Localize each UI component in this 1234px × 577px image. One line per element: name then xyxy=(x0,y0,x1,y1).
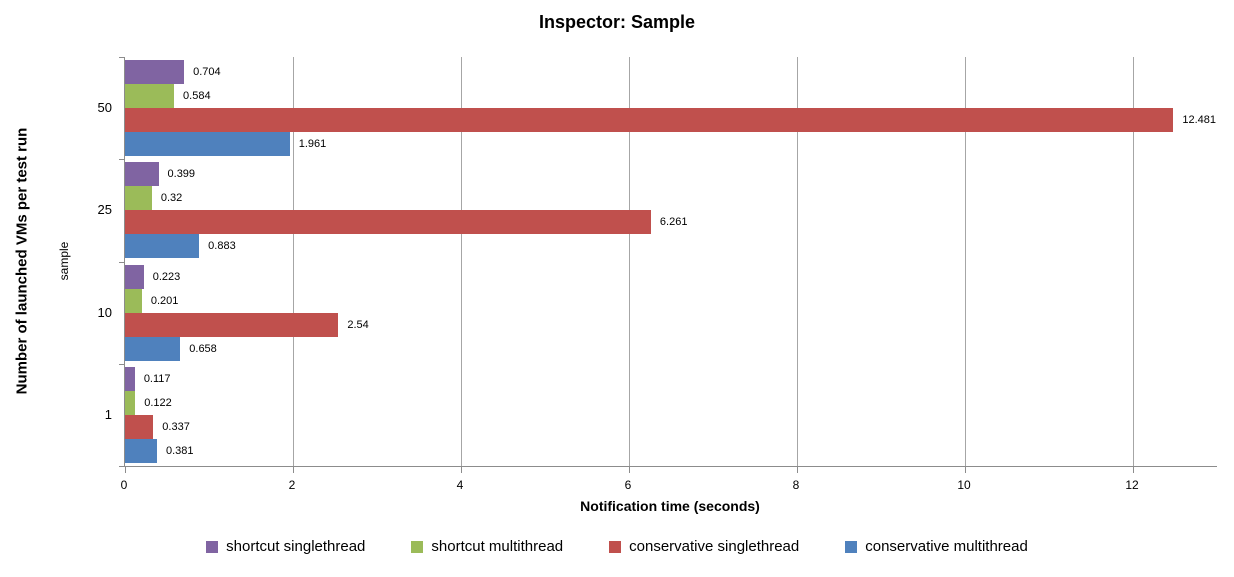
legend-item-conservative-singlethread: conservative singlethread xyxy=(609,538,799,555)
gridline-x-4 xyxy=(461,57,462,466)
bar-shortcut-multithread-25 xyxy=(125,186,152,211)
y-axis-tick xyxy=(119,262,125,263)
y-axis-tick xyxy=(119,159,125,160)
legend-item-shortcut-multithread: shortcut multithread xyxy=(411,538,563,555)
bar-value-label: 0.122 xyxy=(144,396,172,409)
category-label-25: 25 xyxy=(97,202,112,218)
plot-area: 0.704 0.584 12.481 1.961 0.399 0.32 6.261 0.883… xyxy=(119,57,1217,473)
gridline-x-6 xyxy=(629,57,630,466)
legend-swatch-icon xyxy=(845,540,858,553)
legend-swatch-icon xyxy=(411,540,424,553)
bar-value-label: 0.201 xyxy=(150,294,179,307)
bar-value-label: 0.337 xyxy=(162,420,190,433)
legend-item-shortcut-singlethread: shortcut singlethread xyxy=(206,538,365,555)
bar-shortcut-multithread-10 xyxy=(125,288,142,313)
x-axis-title: Notification time (seconds) xyxy=(580,498,760,514)
x-tick-label-12: 12 xyxy=(1125,478,1139,492)
x-axis-tick-10 xyxy=(965,467,966,473)
bar-value-label: 0.883 xyxy=(208,240,236,253)
gridline-x-2 xyxy=(293,57,294,466)
gridline-x-8 xyxy=(797,57,798,466)
y-axis-title: Number of launched VMs per test run xyxy=(13,127,31,395)
x-axis-tick-4 xyxy=(461,467,462,473)
bar-conservative-multithread-25 xyxy=(125,234,200,259)
bar-conservative-multithread-1 xyxy=(125,438,157,463)
bar-shortcut-singlethread-25 xyxy=(125,162,159,187)
bar-value-label: 2.54 xyxy=(347,318,369,331)
bar-shortcut-singlethread-1 xyxy=(125,366,135,391)
x-axis-tick-8 xyxy=(797,467,798,473)
y-axis-tick xyxy=(119,466,125,467)
legend-label: shortcut multithread xyxy=(431,538,564,555)
x-tick-label-8: 8 xyxy=(792,478,800,492)
gridline-x-12 xyxy=(1133,57,1134,466)
legend-label: conservative multithread xyxy=(865,538,1028,555)
y-axis-subtitle: sample xyxy=(57,241,71,281)
bar-value-label: 0.381 xyxy=(166,444,194,457)
legend-swatch-icon xyxy=(206,540,219,553)
bar-value-label: 0.658 xyxy=(189,342,217,355)
x-tick-label-6: 6 xyxy=(624,478,632,492)
bar-value-label: 0.32 xyxy=(160,192,183,205)
bar-shortcut-multithread-1 xyxy=(125,390,136,415)
x-axis-tick-0 xyxy=(125,467,126,473)
y-axis-tick xyxy=(119,364,125,365)
x-axis-tick-6 xyxy=(629,467,630,473)
bar-conservative-multithread-50 xyxy=(125,132,290,157)
x-tick-label-2: 2 xyxy=(288,478,296,492)
bar-value-label: 0.584 xyxy=(183,90,211,103)
bar-shortcut-singlethread-10 xyxy=(125,264,144,289)
bar-conservative-singlethread-50 xyxy=(125,108,1174,133)
legend-item-conservative-multithread: conservative multithread xyxy=(845,538,1028,555)
bar-shortcut-multithread-50 xyxy=(125,84,175,109)
bar-value-label: 1.961 xyxy=(298,138,327,151)
category-label-50: 50 xyxy=(97,100,112,116)
x-tick-label-0: 0 xyxy=(120,478,128,492)
legend-swatch-icon xyxy=(609,540,622,553)
bar-conservative-singlethread-10 xyxy=(125,312,339,337)
legend-label: conservative singlethread xyxy=(629,538,800,555)
y-axis-tick xyxy=(119,57,125,58)
category-label-10: 10 xyxy=(97,304,112,320)
bar-value-label: 0.704 xyxy=(193,66,221,79)
x-axis-tick-12 xyxy=(1133,467,1134,473)
x-tick-label-10: 10 xyxy=(957,478,971,492)
chart-title: Inspector: Sample xyxy=(538,12,696,32)
bar-conservative-singlethread-25 xyxy=(125,210,651,235)
bar-value-label: 0.117 xyxy=(143,372,171,385)
bar-shortcut-singlethread-50 xyxy=(125,60,185,85)
x-tick-label-4: 4 xyxy=(456,478,464,492)
bar-value-label: 12.481 xyxy=(1182,114,1217,127)
gridline-x-10 xyxy=(965,57,966,466)
category-label-1: 1 xyxy=(104,406,112,422)
bar-value-label: 6.261 xyxy=(659,216,688,229)
x-axis-tick-2 xyxy=(293,467,294,473)
bar-conservative-singlethread-1 xyxy=(125,414,154,439)
legend: shortcut singlethread shortcut multithrea… xyxy=(0,538,1234,555)
legend-label: shortcut singlethread xyxy=(226,538,366,555)
bar-conservative-multithread-10 xyxy=(125,336,181,361)
bar-value-label: 0.399 xyxy=(167,168,196,181)
bar-value-label: 0.223 xyxy=(152,270,181,283)
